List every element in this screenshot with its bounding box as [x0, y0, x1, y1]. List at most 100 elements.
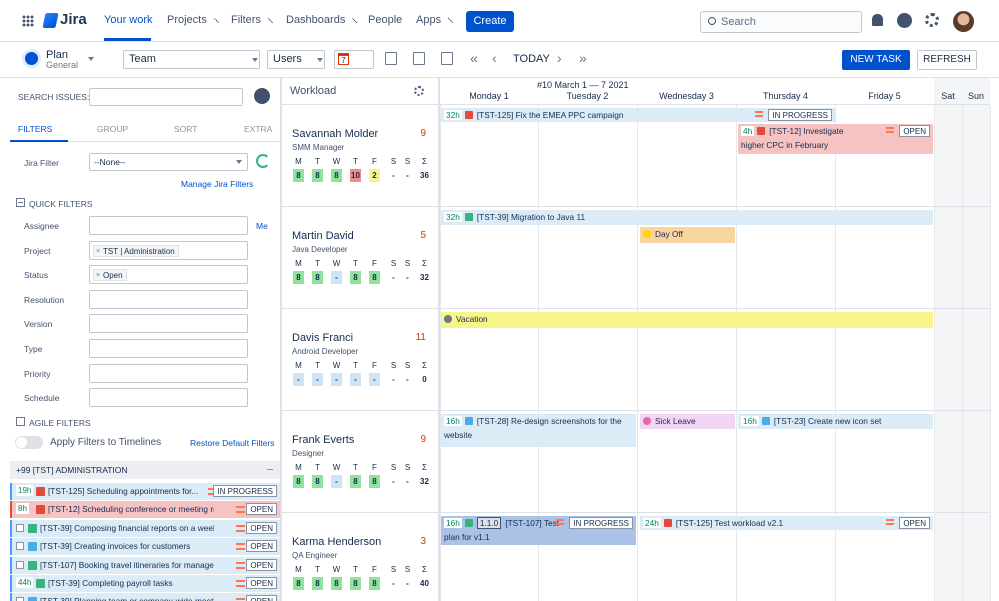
- task-card[interactable]: Sick Leave: [640, 414, 735, 429]
- search-issues-input[interactable]: [89, 88, 243, 106]
- collapse-toggle[interactable]: [16, 198, 25, 207]
- sidebar-tab[interactable]: GROUP: [97, 124, 129, 134]
- person-name[interactable]: Davis Franci: [292, 332, 354, 344]
- workload-header: [282, 78, 440, 105]
- task-content: Vacation: [441, 312, 933, 326]
- nav-arrow[interactable]: »: [579, 50, 587, 66]
- task-estimate: 4h: [741, 126, 755, 136]
- person-name[interactable]: Martin David: [292, 230, 354, 242]
- workload-settings[interactable]: [414, 86, 424, 96]
- task-card[interactable]: 4h [TST-12] Investigate higher CPC in Feb…: [738, 124, 933, 154]
- task-card[interactable]: 16h [TST-28] Re-design screenshots for th…: [441, 414, 636, 447]
- filter-chip: TST | Administration ×: [93, 244, 179, 257]
- toolbar-icon[interactable]: [413, 52, 425, 65]
- task-type-icon: [663, 519, 672, 527]
- nav-item[interactable]: Filters: [231, 14, 273, 26]
- plan-caret[interactable]: [88, 57, 94, 64]
- row-border: [282, 206, 990, 207]
- task-card[interactable]: 24h [TST-125] Test workload v2.1 OPEN: [640, 516, 933, 530]
- weekday-letter: S: [390, 565, 397, 574]
- filter-label: Type: [24, 344, 43, 354]
- toolbar-icon[interactable]: [441, 52, 453, 65]
- task-card[interactable]: 16h [TST-23] Create new icon set: [738, 414, 933, 429]
- nav-item[interactable]: People: [368, 14, 403, 26]
- collapse-button[interactable]: [254, 88, 270, 104]
- new-task-button[interactable]: NEW TASK: [842, 50, 910, 70]
- filter-input[interactable]: TST | Administration ×: [89, 240, 248, 260]
- chip-remove[interactable]: ×: [96, 272, 101, 280]
- issue-row[interactable]: [TST-39] Planning team or company-wide m…: [10, 593, 280, 601]
- nav-item[interactable]: Apps: [416, 14, 454, 26]
- filter-input[interactable]: [89, 314, 248, 334]
- filter-input[interactable]: Open ×: [89, 265, 248, 285]
- sidebar-tab[interactable]: SORT: [174, 124, 198, 134]
- jira-logo[interactable]: Jira: [60, 11, 87, 28]
- issue-row[interactable]: 44h [TST-39] Completing payroll tasks OPEN: [10, 575, 280, 592]
- weekday-letter: W: [332, 463, 341, 472]
- date-picker[interactable]: 7: [334, 50, 374, 69]
- filter-input[interactable]: [89, 339, 248, 358]
- issue-row[interactable]: [TST-39] Creating invoices for customers…: [10, 538, 280, 556]
- task-content: Day Off: [640, 227, 735, 241]
- help-icon[interactable]: [897, 13, 912, 28]
- avatar[interactable]: [953, 11, 974, 32]
- person-name[interactable]: Savannah Molder: [292, 128, 379, 140]
- person-name[interactable]: Frank Everts: [292, 434, 355, 446]
- nav-item[interactable]: Projects: [167, 14, 219, 26]
- issue-estimate: 44h: [16, 577, 34, 588]
- nav-item[interactable]: Your work: [104, 14, 153, 26]
- priority-icon: [236, 598, 245, 601]
- task-card[interactable]: 32h [TST-39] Migration to Java 11: [441, 210, 933, 225]
- nav-arrow[interactable]: «: [470, 50, 478, 66]
- row-border: [282, 410, 990, 411]
- task-card[interactable]: 32h [TST-125] Fix the EMEA PPC campaign IN…: [441, 108, 835, 122]
- sync-icon[interactable]: [256, 154, 270, 168]
- restore-defaults-link[interactable]: Restore Default Filters: [190, 438, 275, 448]
- person-name[interactable]: Karma Henderson: [292, 536, 382, 548]
- nav-item[interactable]: Dashboards: [286, 14, 358, 26]
- issue-row[interactable]: [TST-39] Composing financial reports on …: [10, 519, 280, 537]
- task-type-icon: [444, 315, 452, 323]
- task-estimate: 16h: [444, 518, 462, 528]
- weekday-letter: S: [390, 361, 397, 370]
- today-button[interactable]: TODAY: [513, 53, 550, 65]
- app-switcher[interactable]: [22, 15, 34, 27]
- issue-row[interactable]: [TST-107] Booking travel itineraries for…: [10, 556, 280, 574]
- refresh-button[interactable]: REFRESH: [917, 50, 977, 70]
- filter-input[interactable]: [89, 388, 248, 408]
- task-card[interactable]: Day Off: [640, 227, 735, 243]
- day-hours: -: [392, 171, 395, 180]
- create-button[interactable]: Create: [466, 11, 514, 32]
- task-card[interactable]: Vacation: [441, 312, 933, 328]
- sidebar-tab[interactable]: FILTERS: [18, 124, 53, 134]
- settings-icon[interactable]: [925, 13, 939, 27]
- notifications-icon[interactable]: [872, 14, 883, 26]
- day-header: Sun: [967, 91, 984, 101]
- sort-handle[interactable]: [267, 465, 273, 474]
- filter-input[interactable]: [89, 363, 248, 383]
- assign-me-link[interactable]: Me: [256, 221, 268, 231]
- toolbar-icon[interactable]: [385, 52, 397, 65]
- task-card[interactable]: 16h 1.1.0 [TST-107] Test plan for v1.1 IN P…: [441, 516, 636, 545]
- issue-row[interactable]: 19h [TST-125] Scheduling appointments for…: [10, 483, 280, 500]
- select-caret: [252, 58, 258, 65]
- manage-filters-link[interactable]: Manage Jira Filters: [181, 179, 254, 189]
- search-box[interactable]: Search: [700, 11, 862, 33]
- nav-arrow[interactable]: ‹: [492, 50, 497, 66]
- weekday-letter: F: [372, 157, 377, 166]
- users-select[interactable]: Users: [267, 50, 325, 69]
- search-icon: [708, 17, 716, 25]
- sidebar-tab[interactable]: EXTRA: [244, 124, 273, 134]
- issue-row[interactable]: 8h [TST-12] Scheduling conference or meet…: [10, 501, 280, 519]
- jira-filter-select[interactable]: --None--: [89, 153, 248, 171]
- filter-input[interactable]: [89, 216, 248, 235]
- workload-title: Workload: [290, 85, 337, 97]
- nav-arrow[interactable]: ›: [557, 50, 562, 66]
- team-select[interactable]: Team: [123, 50, 260, 69]
- expand-toggle[interactable]: [16, 417, 25, 426]
- day-hours: 32: [420, 477, 429, 486]
- filter-input[interactable]: [89, 289, 248, 309]
- row-border: [282, 308, 990, 309]
- chip-remove[interactable]: ×: [96, 247, 101, 255]
